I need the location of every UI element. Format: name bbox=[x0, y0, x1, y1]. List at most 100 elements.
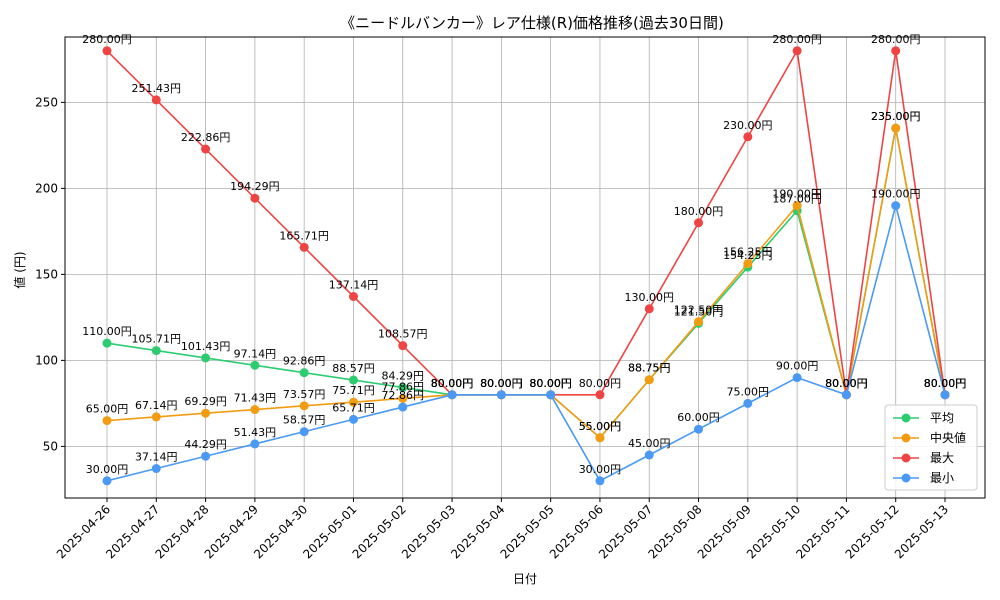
series-lines bbox=[102, 46, 950, 486]
data-label: 88.75円 bbox=[628, 362, 671, 375]
series-line bbox=[106, 202, 946, 482]
data-label: 80.00円 bbox=[825, 377, 868, 390]
chart-title: 《ニードルバンカー》レア仕様(R)価格推移(過去30日間) bbox=[340, 14, 724, 32]
data-label: 75.71円 bbox=[332, 384, 375, 397]
data-point bbox=[250, 193, 260, 203]
data-point bbox=[151, 412, 161, 422]
legend-label: 最大 bbox=[930, 451, 954, 465]
legend-marker bbox=[901, 453, 911, 463]
data-point bbox=[250, 405, 260, 415]
data-label: 80.00円 bbox=[825, 377, 868, 390]
data-label: 137.14円 bbox=[329, 279, 379, 292]
data-point bbox=[546, 390, 556, 400]
data-point bbox=[102, 338, 112, 348]
data-point bbox=[299, 401, 309, 411]
data-label: 77.86円 bbox=[382, 380, 425, 393]
data-label: 280.00円 bbox=[871, 33, 921, 46]
data-label: 190.00円 bbox=[772, 188, 822, 201]
data-point bbox=[151, 346, 161, 356]
data-point bbox=[299, 427, 309, 437]
legend-box bbox=[884, 404, 978, 491]
data-point bbox=[694, 317, 704, 327]
data-label: 230.00円 bbox=[723, 119, 773, 132]
data-point bbox=[201, 144, 211, 154]
y-tick-label: 150 bbox=[35, 267, 58, 281]
y-axis-ticks: 50 100 150 200 250 bbox=[35, 95, 65, 453]
data-label: 80.00円 bbox=[431, 377, 474, 390]
data-label: 55.00円 bbox=[579, 420, 622, 433]
data-point bbox=[151, 464, 161, 474]
data-label: 69.29円 bbox=[184, 395, 227, 408]
data-label: 45.00円 bbox=[628, 437, 671, 450]
data-point bbox=[398, 402, 408, 412]
data-label: 80.00円 bbox=[529, 377, 572, 390]
data-label: 154.25円 bbox=[723, 249, 773, 262]
data-point bbox=[398, 393, 408, 403]
data-point bbox=[792, 46, 802, 56]
data-label: 73.57円 bbox=[283, 388, 326, 401]
data-label: 72.86円 bbox=[382, 389, 425, 402]
data-label: 80.00円 bbox=[529, 377, 572, 390]
data-label: 80.00円 bbox=[924, 377, 967, 390]
data-label: 80.00円 bbox=[480, 377, 523, 390]
data-label: 51.43円 bbox=[234, 426, 277, 439]
data-point bbox=[595, 476, 605, 486]
data-point bbox=[694, 218, 704, 228]
data-label: 60.00円 bbox=[677, 411, 720, 424]
data-label: 105.71円 bbox=[132, 333, 182, 346]
data-label: 80.00円 bbox=[825, 377, 868, 390]
data-point bbox=[891, 46, 901, 56]
data-point bbox=[102, 476, 112, 486]
data-label: 121.50円 bbox=[674, 305, 724, 318]
legend-label: 平均 bbox=[930, 411, 954, 425]
data-point bbox=[201, 451, 211, 461]
data-point bbox=[348, 375, 358, 385]
plot-frame bbox=[64, 36, 986, 499]
data-point bbox=[743, 132, 753, 142]
data-label: 84.29円 bbox=[382, 369, 425, 382]
data-label: 65.71円 bbox=[332, 401, 375, 414]
data-label: 44.29円 bbox=[184, 438, 227, 451]
x-axis-label: 日付 bbox=[513, 572, 537, 586]
data-label: 235.00円 bbox=[871, 110, 921, 123]
data-label: 80.00円 bbox=[924, 377, 967, 390]
data-label: 80.00円 bbox=[431, 377, 474, 390]
data-label: 80.00円 bbox=[529, 377, 572, 390]
x-axis-ticks: 2025-04-262025-04-272025-04-282025-04-29… bbox=[54, 498, 951, 561]
data-point bbox=[891, 123, 901, 133]
data-label: 280.00円 bbox=[82, 33, 132, 46]
y-axis-label: 値 (円) bbox=[12, 251, 27, 288]
data-point bbox=[102, 46, 112, 56]
data-point bbox=[348, 397, 358, 407]
data-point bbox=[792, 201, 802, 211]
data-label: 80.00円 bbox=[924, 377, 967, 390]
data-label: 180.00円 bbox=[674, 205, 724, 218]
data-label: 30.00円 bbox=[579, 463, 622, 476]
data-label: 280.00円 bbox=[772, 33, 822, 46]
data-point bbox=[250, 360, 260, 370]
data-label: 80.00円 bbox=[480, 377, 523, 390]
data-label: 108.57円 bbox=[378, 328, 428, 341]
data-label: 88.75円 bbox=[628, 362, 671, 375]
data-point bbox=[743, 259, 753, 269]
legend-label: 最小 bbox=[930, 471, 954, 485]
y-tick-label: 100 bbox=[35, 353, 58, 367]
data-label: 110.00円 bbox=[82, 325, 132, 338]
data-point bbox=[398, 382, 408, 392]
legend-marker bbox=[901, 473, 911, 483]
data-point bbox=[644, 304, 654, 314]
data-label: 55.00円 bbox=[579, 420, 622, 433]
data-label: 92.86円 bbox=[283, 355, 326, 368]
data-label: 251.43円 bbox=[132, 82, 182, 95]
y-tick-label: 250 bbox=[35, 95, 58, 109]
data-point bbox=[595, 433, 605, 443]
data-point bbox=[151, 95, 161, 105]
data-point bbox=[644, 375, 654, 385]
data-label: 194.29円 bbox=[230, 180, 280, 193]
data-label: 101.43円 bbox=[181, 340, 231, 353]
data-label: 88.57円 bbox=[332, 362, 375, 375]
data-label: 37.14円 bbox=[135, 451, 178, 464]
